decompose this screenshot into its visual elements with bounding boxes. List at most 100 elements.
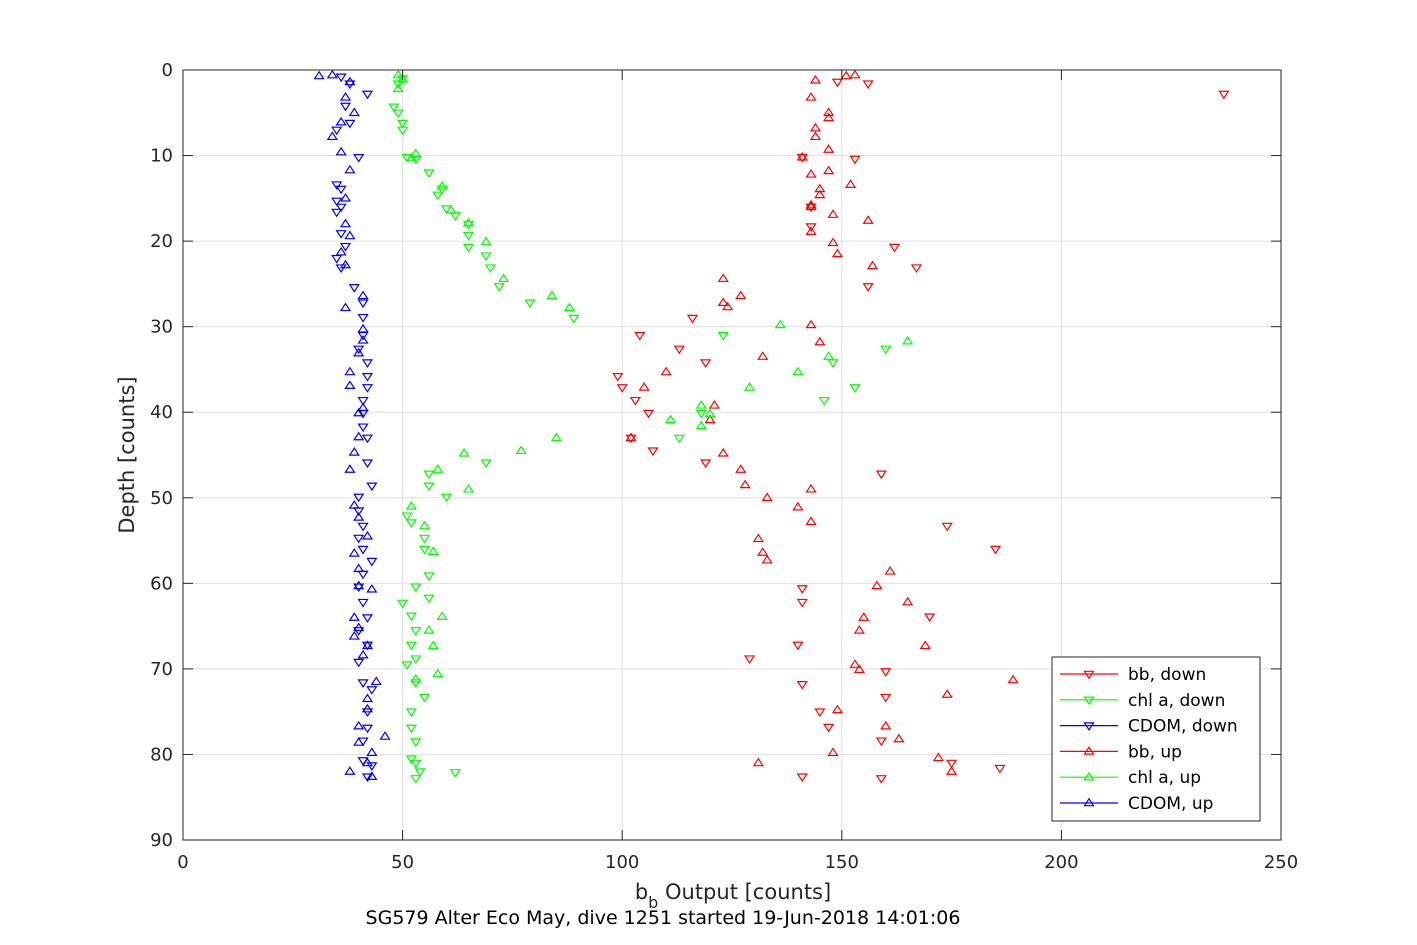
data-point [862, 215, 874, 224]
data-point [792, 641, 804, 651]
data-point [410, 583, 422, 593]
data-point [823, 723, 835, 733]
data-point [335, 264, 347, 274]
data-point [796, 151, 808, 161]
data-point [405, 612, 417, 622]
data-point [410, 775, 422, 784]
data-point [353, 627, 365, 636]
data-point [348, 500, 360, 509]
data-point [405, 152, 417, 162]
data-point [418, 545, 431, 555]
data-point [498, 273, 510, 283]
data-point [427, 640, 439, 650]
data-point [823, 144, 835, 153]
data-point [357, 423, 369, 433]
series-cdom-up [313, 69, 391, 780]
data-point [335, 246, 347, 256]
data-point [871, 580, 883, 590]
data-point [370, 676, 382, 686]
legend-label: bb, up [1128, 742, 1182, 762]
data-point [849, 659, 861, 668]
data-point [405, 708, 417, 718]
data-point [396, 74, 409, 83]
data-point [625, 434, 637, 444]
data-point [326, 69, 338, 79]
legend-marker [1083, 670, 1095, 680]
data-point [647, 447, 659, 457]
data-point [994, 764, 1006, 774]
x-tick-label: 50 [391, 852, 414, 873]
data-point [563, 302, 576, 312]
data-point [827, 747, 839, 757]
data-point [410, 679, 422, 688]
data-point [634, 331, 646, 341]
data-point [361, 724, 374, 734]
data-point [941, 689, 953, 698]
data-point [366, 583, 378, 593]
data-point [884, 565, 896, 575]
data-point [432, 668, 444, 678]
data-point [445, 204, 457, 214]
data-point [735, 290, 747, 300]
y-tick-label: 70 [150, 659, 173, 680]
data-point [704, 408, 716, 418]
data-point [335, 230, 347, 239]
data-point [361, 773, 374, 783]
data-point [880, 345, 892, 355]
data-point [752, 757, 764, 767]
y-tick-label: 90 [150, 830, 173, 851]
data-point [462, 483, 475, 493]
data-point [823, 351, 835, 360]
data-point [432, 191, 444, 201]
legend-label: CDOM, down [1128, 717, 1238, 737]
data-point [875, 775, 887, 784]
data-point [796, 773, 808, 783]
data-point [353, 493, 365, 503]
data-point [405, 500, 417, 510]
data-point [344, 380, 356, 389]
data-point [357, 598, 369, 608]
data-point [353, 512, 365, 521]
data-point [331, 126, 343, 136]
data-point [686, 314, 699, 324]
data-point [396, 119, 409, 129]
data-point [361, 640, 374, 650]
data-point [924, 613, 936, 623]
data-point [642, 409, 655, 419]
data-point [357, 649, 369, 659]
data-point [880, 693, 892, 703]
legend-label: chl a, down [1128, 691, 1225, 711]
data-point [761, 492, 773, 502]
data-point [366, 686, 378, 695]
data-point [418, 534, 431, 544]
data-point [361, 693, 374, 703]
y-tick-label: 30 [150, 317, 173, 338]
data-point [401, 512, 413, 522]
legend-item: bb, down [1060, 665, 1206, 685]
data-point [353, 431, 365, 441]
data-point [405, 755, 417, 765]
data-point [339, 192, 352, 202]
data-point [480, 459, 492, 469]
data-point [357, 396, 369, 406]
data-point [335, 203, 347, 213]
x-tick-label: 250 [1264, 852, 1298, 873]
data-point [853, 664, 865, 674]
data-point [717, 447, 729, 457]
data-point [405, 519, 417, 528]
data-point [805, 226, 817, 235]
data-point [335, 73, 347, 83]
data-point [348, 447, 360, 456]
data-point [357, 290, 369, 300]
data-point [827, 209, 839, 218]
data-point [875, 737, 887, 747]
data-point [717, 331, 729, 341]
data-point [361, 90, 374, 100]
x-tick-label: 100 [605, 852, 639, 873]
data-point [809, 74, 822, 84]
data-point [792, 366, 804, 376]
data-point [823, 112, 835, 122]
legend-label: CDOM, up [1128, 794, 1213, 814]
data-point [524, 299, 536, 309]
